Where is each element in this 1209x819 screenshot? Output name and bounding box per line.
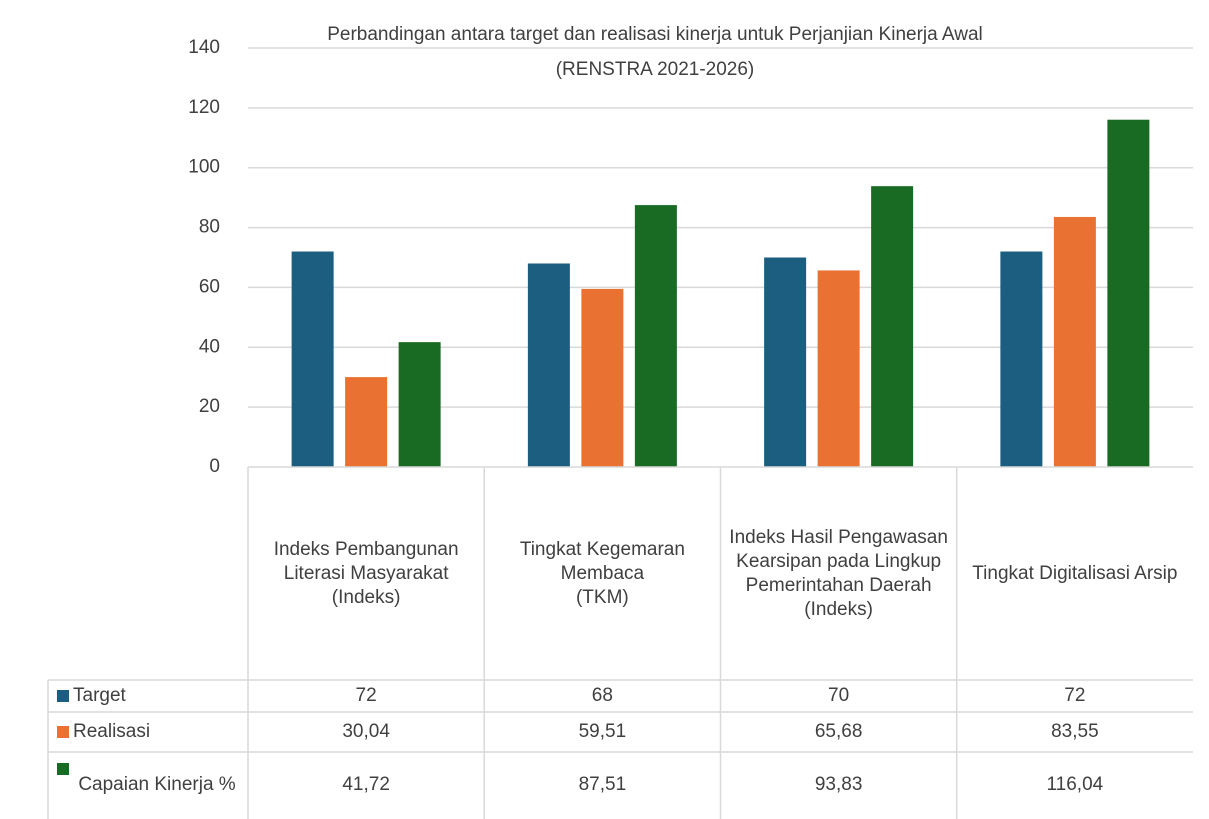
bar (398, 342, 441, 467)
y-tick-label: 100 (188, 157, 220, 178)
x-category-label: Tingkat Digitalisasi Arsip (972, 562, 1178, 584)
table-value: 59,51 (579, 721, 627, 742)
legend-label: Capaian Kinerja % (78, 774, 236, 795)
table-value: 41,72 (342, 774, 390, 795)
bar (345, 377, 388, 467)
y-tick-label: 0 (209, 456, 220, 477)
x-category-label: Indeks Pembangunan Literasi Masyarakat (… (273, 538, 459, 608)
table-value: 116,04 (1047, 774, 1104, 795)
table-value: 30,04 (342, 721, 390, 742)
bar (291, 251, 334, 467)
bar (1053, 216, 1096, 467)
table-value: 70 (828, 685, 849, 706)
table-value: 87,51 (579, 774, 627, 795)
bar (581, 288, 624, 467)
bar (1107, 119, 1150, 467)
legend-swatch (57, 763, 69, 775)
x-category-label: Indeks Hasil Pengawasan Kearsipan pada L… (729, 526, 948, 620)
bar (1000, 251, 1043, 467)
y-tick-label: 40 (199, 336, 220, 357)
y-tick-label: 140 (188, 37, 220, 58)
legend-swatch (57, 726, 69, 738)
bar (527, 263, 570, 467)
legend-label: Target (73, 685, 127, 706)
x-category-label: Tingkat Kegemaran Membaca (TKM) (519, 538, 685, 608)
table-value: 93,83 (815, 774, 863, 795)
bar (764, 257, 807, 467)
bar (871, 186, 914, 467)
y-tick-label: 60 (199, 276, 220, 297)
legend-label: Realisasi (73, 721, 150, 742)
chart-subtitle: (RENSTRA 2021-2026) (556, 59, 755, 80)
legend-swatch (57, 690, 69, 702)
y-tick-label: 120 (188, 97, 220, 118)
y-tick-label: 20 (199, 396, 220, 417)
bar (817, 270, 860, 467)
chart-title: Perbandingan antara target dan realisasi… (327, 24, 983, 45)
table-value: 72 (1064, 685, 1085, 706)
y-tick-label: 80 (199, 217, 220, 238)
bar (634, 205, 677, 467)
table-value: 72 (356, 685, 377, 706)
table-value: 68 (592, 685, 613, 706)
table-value: 83,55 (1051, 721, 1099, 742)
table-value: 65,68 (815, 721, 863, 742)
